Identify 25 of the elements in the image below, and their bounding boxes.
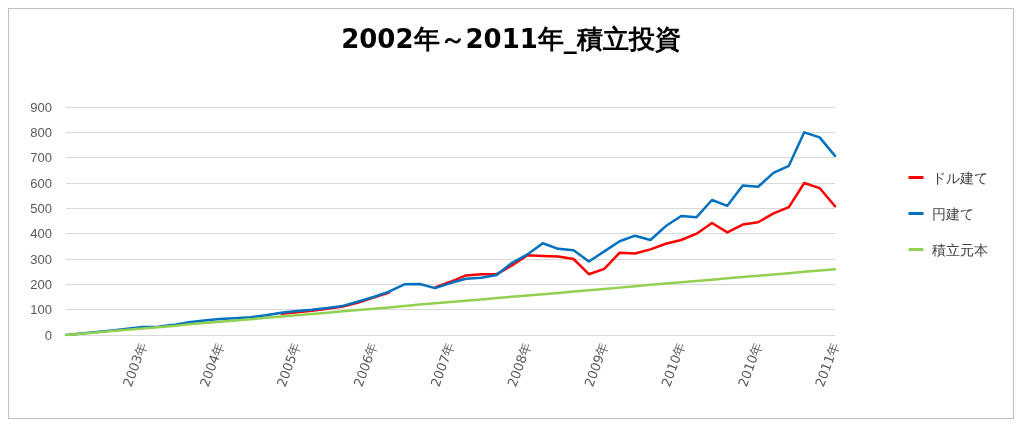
y-tick-label: 100 [30, 302, 52, 318]
y-tick-label: 400 [30, 226, 52, 242]
y-tick-label: 0 [44, 327, 52, 343]
x-tick-label: 2003年 [120, 340, 150, 389]
x-tick-label: 2004年 [196, 340, 227, 389]
x-tick-label: 2011年 [812, 340, 843, 389]
line-series [64, 267, 837, 337]
y-tick-label: 700 [30, 150, 52, 166]
x-tick-label: 2007年 [427, 340, 458, 389]
legend-label: ドル建て [932, 169, 988, 186]
y-tick-label: 800 [30, 124, 52, 140]
y-tick-label: 500 [30, 200, 52, 216]
y-tick-label: 200 [30, 276, 52, 292]
x-tick-label: 2008年 [504, 340, 535, 389]
y-tick-label: 300 [30, 251, 52, 267]
x-tick-label: 2010年 [658, 340, 689, 389]
y-tick-label: 600 [30, 175, 52, 191]
x-tick-label: 2009年 [581, 340, 612, 389]
x-tick-label: 2005年 [273, 340, 304, 389]
legend-label: 円建て [932, 205, 974, 222]
y-tick-label: 900 [30, 99, 52, 115]
x-tick-label: 2010年 [735, 340, 766, 389]
chart-title: 2002年～2011年_積立投資 [341, 24, 681, 54]
legend-label: 積立元本 [932, 241, 988, 258]
x-tick-label: 2006年 [350, 340, 381, 389]
